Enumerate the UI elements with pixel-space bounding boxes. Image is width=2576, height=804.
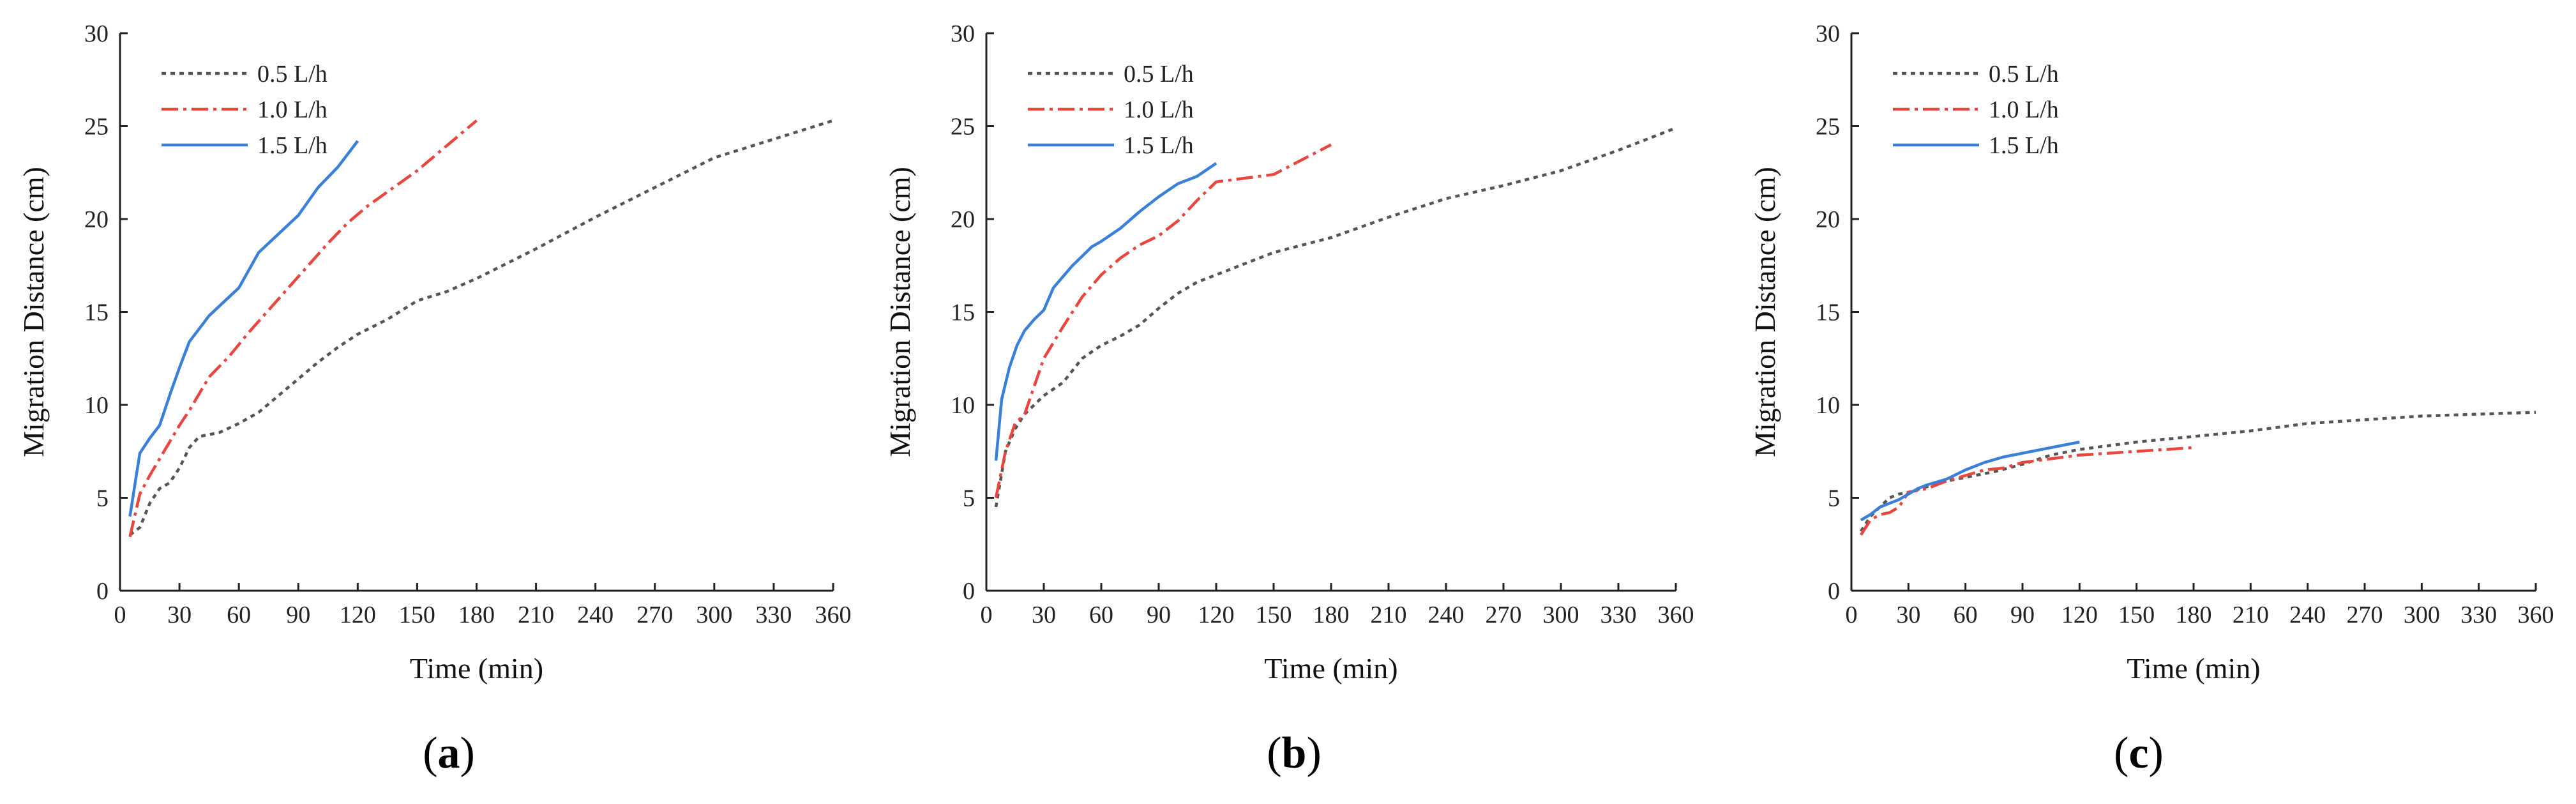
x-tick-label: 120 (2061, 602, 2098, 628)
y-tick-label: 15 (1816, 300, 1840, 326)
x-tick-label: 150 (2118, 602, 2155, 628)
x-tick-label: 90 (2010, 602, 2035, 628)
panel-label-b-letter: b (1281, 729, 1307, 778)
x-tick-label: 0 (114, 602, 126, 628)
x-tick-label: 240 (2289, 602, 2326, 628)
series-line-0-5-l-h (129, 119, 834, 536)
series-line-1-0-l-h (994, 143, 1332, 498)
panel-label-c: (c) (2114, 729, 2164, 778)
y-tick-label: 5 (963, 485, 975, 512)
y-tick-label: 20 (84, 206, 109, 233)
x-tick-label: 0 (981, 602, 993, 628)
x-axis-title: Time (min) (1264, 652, 1397, 685)
x-tick-label: 300 (696, 602, 732, 628)
x-tick-label: 30 (1032, 602, 1056, 628)
series-line-1-0-l-h (1860, 446, 2194, 536)
y-tick-label: 30 (84, 20, 109, 47)
y-tick-label: 30 (951, 20, 975, 47)
x-tick-label: 60 (1089, 602, 1113, 628)
legend-entry: 1.5 L/h (1124, 132, 1194, 159)
x-tick-label: 60 (1954, 602, 1978, 628)
series-line-0-5-l-h (994, 126, 1676, 508)
x-tick-label: 180 (458, 602, 495, 628)
x-tick-label: 150 (1256, 602, 1292, 628)
x-tick-label: 360 (815, 602, 852, 628)
y-tick-label: 20 (1816, 206, 1840, 233)
x-tick-label: 150 (399, 602, 435, 628)
panel-label-c-letter: c (2128, 729, 2149, 778)
legend-entry: 0.5 L/h (1124, 61, 1194, 87)
x-tick-label: 300 (2404, 602, 2440, 628)
x-tick-label: 120 (1198, 602, 1235, 628)
legend-entry: 1.5 L/h (1989, 132, 2059, 159)
panel-label-a: (a) (423, 729, 475, 778)
y-tick-label: 0 (1828, 578, 1840, 605)
x-tick-label: 180 (2176, 602, 2212, 628)
series-line-1-0-l-h (128, 119, 478, 538)
y-axis-title: Migration Distance (cm) (1749, 167, 1781, 457)
legend-entry: 0.5 L/h (257, 61, 328, 87)
x-tick-label: 30 (167, 602, 192, 628)
x-tick-label: 240 (577, 602, 614, 628)
x-tick-label: 90 (286, 602, 310, 628)
y-tick-label: 0 (963, 578, 975, 605)
x-tick-label: 180 (1313, 602, 1350, 628)
x-tick-label: 210 (1371, 602, 1407, 628)
x-tick-label: 330 (1601, 602, 1637, 628)
x-tick-label: 270 (636, 602, 673, 628)
y-tick-label: 5 (96, 485, 109, 512)
chart-panel-c: 0 30 60 90 120 150 180 210 240 270 300 330 360 0 5 10 15… (1749, 20, 2554, 685)
legend-entry: 1.0 L/h (1989, 96, 2059, 123)
y-tick-label: 25 (951, 114, 975, 140)
x-axis-title: Time (min) (2127, 652, 2260, 685)
y-tick-label: 20 (951, 206, 975, 233)
series-line-0-5-l-h (1860, 411, 2536, 533)
x-tick-label: 90 (1147, 602, 1171, 628)
x-tick-label: 330 (755, 602, 792, 628)
y-tick-label: 10 (951, 392, 975, 419)
chart-panel-a: 0 30 60 90 120 150 180 210 240 270 300 330 360 0 5 10 15… (17, 20, 852, 685)
series-line-1-5-l-h (1860, 440, 2080, 522)
y-tick-label: 25 (84, 114, 109, 140)
legend-entry: 1.0 L/h (257, 96, 328, 123)
y-tick-label: 15 (951, 300, 975, 326)
x-tick-label: 60 (227, 602, 251, 628)
legend-entry: 1.0 L/h (1124, 96, 1194, 123)
legend-entry: 1.5 L/h (257, 132, 328, 159)
series-line-1-5-l-h (128, 140, 359, 517)
x-tick-label: 210 (518, 602, 554, 628)
y-tick-label: 0 (96, 578, 109, 605)
y-axis-title: Migration Distance (cm) (884, 167, 916, 457)
chart-panel-b: 0 30 60 90 120 150 180 210 240 270 300 330 360 0 5 10 15… (884, 20, 1694, 685)
y-tick-label: 25 (1816, 114, 1840, 140)
panel-label-b: (b) (1267, 729, 1322, 778)
series-line-1-5-l-h (994, 162, 1217, 461)
y-tick-label: 10 (84, 392, 109, 419)
x-tick-label: 210 (2233, 602, 2269, 628)
y-axis-title: Migration Distance (cm) (17, 167, 50, 457)
x-tick-label: 270 (2347, 602, 2383, 628)
x-tick-label: 270 (1486, 602, 1522, 628)
y-tick-label: 10 (1816, 392, 1840, 419)
y-tick-label: 15 (84, 300, 109, 326)
x-tick-label: 330 (2460, 602, 2497, 628)
x-tick-label: 30 (1896, 602, 1920, 628)
x-tick-label: 0 (1846, 602, 1858, 628)
y-tick-label: 5 (1828, 485, 1840, 512)
x-tick-label: 240 (1428, 602, 1465, 628)
panel-label-a-letter: a (437, 729, 460, 778)
x-tick-label: 360 (2518, 602, 2554, 628)
x-tick-label: 300 (1543, 602, 1579, 628)
x-tick-label: 360 (1658, 602, 1694, 628)
x-axis-title: Time (min) (410, 652, 543, 685)
legend-entry: 0.5 L/h (1989, 61, 2059, 87)
x-tick-label: 120 (340, 602, 376, 628)
y-tick-label: 30 (1816, 20, 1840, 47)
